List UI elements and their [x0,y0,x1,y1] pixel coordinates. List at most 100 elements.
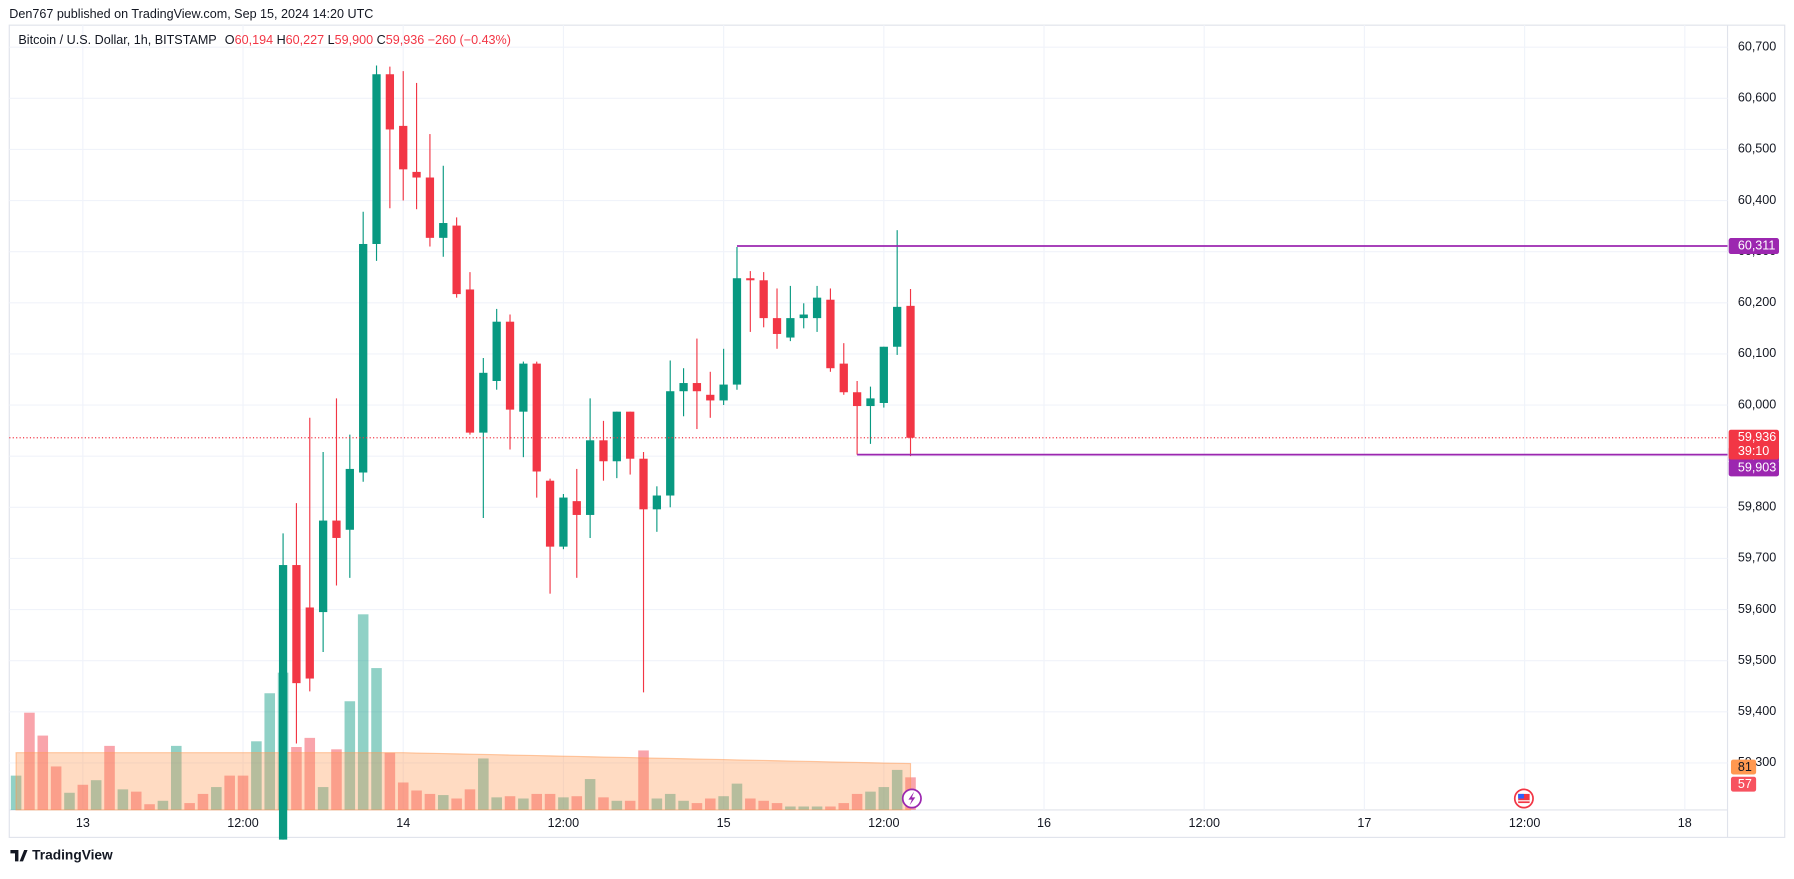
brand-logo: TradingView [10,847,113,862]
volume-bar [785,806,796,810]
candle-body [612,411,621,462]
candle-body [372,74,381,244]
y-tick-label: 59,800 [1738,500,1776,514]
candle-body [359,243,368,473]
candle-body [332,520,341,538]
brand-name: TradingView [32,847,113,862]
candle-body [505,321,515,410]
candle-body [519,363,528,412]
candle-body [492,321,501,381]
y-tick-label: 59,700 [1738,551,1776,565]
candle-body [599,440,608,462]
candle-body [465,289,475,433]
volume-bar [891,769,903,810]
y-tick-label: 60,400 [1738,193,1776,207]
volume-bar [865,791,876,810]
legend-high: 60,227 [286,34,324,48]
candle-body [399,125,408,170]
x-tick-label: 15 [717,816,731,830]
y-tick-label: 60,700 [1738,39,1776,53]
volume-bar [357,614,369,810]
volume-bar [491,797,502,810]
volume-bar [104,745,115,810]
volume-bar [344,701,356,810]
candle-body [706,394,715,401]
candle-body [318,520,328,613]
legend-close: 59,936 [386,34,424,48]
volume-bar [237,775,249,810]
y-tick-label: 60,000 [1738,397,1776,411]
legend-change: −260 (−0.43%) [428,34,511,48]
chart-frame [8,24,1786,838]
volume-bar [144,804,155,810]
x-tick-label: 13 [76,816,90,830]
volume-bar [464,789,476,810]
plot-area [9,65,1728,840]
volume-bar [397,782,409,810]
volume-bar [531,793,543,810]
x-tick-label: 16 [1037,816,1051,830]
volume-bar [291,747,302,810]
y-tick-label: 59,600 [1738,602,1776,616]
candle-body [666,391,675,496]
volume-bar [50,766,62,810]
volume-bar [664,793,676,810]
volume-bar [317,787,329,810]
candle-body [439,223,448,238]
volume-bar [37,735,49,810]
candle-body [452,225,461,295]
candle-body [906,305,915,438]
candle-body [385,74,395,130]
candle-body [425,177,435,238]
legend-open: 60,194 [235,34,273,48]
candle-body [692,383,702,392]
x-tick-label: 12:00 [868,816,899,830]
candle-body [799,314,808,319]
level-label: 59,903 [1738,461,1776,475]
volume-ma-tag [1730,759,1757,775]
volume-bar [451,798,462,810]
candle-body [532,363,541,472]
volume-bar [825,806,836,810]
x-tick-label: 12:00 [1509,816,1540,830]
candle-body [772,318,782,334]
event-icon [901,788,922,809]
volume-bar [504,796,516,810]
volume-bar [224,775,235,810]
candle-body [786,318,795,338]
x-tick-label: 12:00 [548,816,579,830]
volume-bar [251,741,262,810]
candle-body [639,458,648,510]
legend-prefix: C [377,34,386,48]
volume-bar [611,800,623,810]
volume-bar [170,745,182,810]
volume-bar [197,793,209,810]
y-tick-label: 60,100 [1738,346,1776,360]
candle-body [839,363,848,393]
candle-body [759,280,768,319]
volume-bar [304,737,316,810]
x-tick-label: 18 [1678,816,1692,830]
volume-bar [571,796,583,810]
legend-prefix: L [328,34,335,48]
candle-body [679,383,688,392]
volume-bar [478,758,489,810]
candle-body [879,346,888,403]
candle-body [812,297,822,319]
volume-bar [691,803,703,810]
publisher-note: Den767 published on TradingView.com, Sep… [9,7,373,21]
volume-bar [638,750,649,810]
volume-bar [384,752,396,810]
volume-bar [624,800,636,810]
volume-bar [90,780,102,810]
volume-label: 57 [1738,777,1752,791]
candle-body [292,565,301,684]
x-tick-label: 12:00 [227,816,258,830]
price-tag-label: 59,936 [1738,430,1776,444]
volume-bar [130,791,142,810]
volume-bar [651,798,663,810]
volume-pane [10,614,916,811]
volume-bar [584,779,596,810]
candle-body [412,171,421,178]
